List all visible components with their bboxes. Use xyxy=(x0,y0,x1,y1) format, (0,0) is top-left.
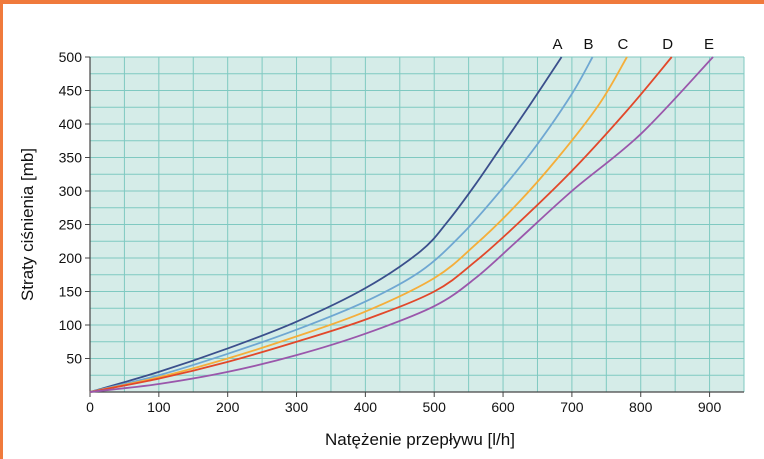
series-label-e: E xyxy=(704,36,714,53)
frame-left-border xyxy=(0,0,3,459)
series-label-b: B xyxy=(584,36,594,53)
series-line-c xyxy=(89,56,628,393)
y-tick-label: 500 xyxy=(59,49,83,65)
y-tick-label: 400 xyxy=(59,116,83,132)
y-tick-label: 250 xyxy=(59,217,83,233)
x-tick-label: 400 xyxy=(354,399,378,415)
y-tick-label: 450 xyxy=(59,83,83,99)
x-tick-label: 300 xyxy=(285,399,309,415)
x-tick-label: 500 xyxy=(423,399,447,415)
series-label-d: D xyxy=(662,36,673,53)
series-label-a: A xyxy=(553,36,563,53)
x-tick-label: 900 xyxy=(698,399,722,415)
series-line-a xyxy=(89,56,563,393)
x-tick-label: 700 xyxy=(560,399,584,415)
y-tick-label: 200 xyxy=(59,250,83,266)
y-tick-label: 350 xyxy=(59,150,83,166)
x-tick-label: 0 xyxy=(86,399,94,415)
series-line-d xyxy=(89,56,673,393)
y-tick-label: 150 xyxy=(59,284,83,300)
labels: 0 100 200 300 400 500 600 700 800 900 50 100 150 200 2… xyxy=(59,36,722,415)
x-tick-label: 600 xyxy=(491,399,515,415)
x-tick-label: 800 xyxy=(629,399,653,415)
series-lines xyxy=(89,56,714,393)
x-tick-label: 100 xyxy=(147,399,171,415)
y-tick-label: 50 xyxy=(66,351,82,367)
x-tick-label: 200 xyxy=(216,399,240,415)
series-line-b xyxy=(89,56,594,393)
y-axis-title: Straty ciśnienia [mb] xyxy=(18,148,37,301)
grid xyxy=(90,56,745,392)
y-tick-label: 300 xyxy=(59,183,83,199)
series-line-e xyxy=(89,56,714,393)
x-axis-title: Natężenie przepływu [l/h] xyxy=(325,430,515,449)
frame-top-border xyxy=(0,0,764,4)
axes xyxy=(85,56,744,397)
y-tick-label: 100 xyxy=(59,317,83,333)
series-label-c: C xyxy=(618,36,629,53)
